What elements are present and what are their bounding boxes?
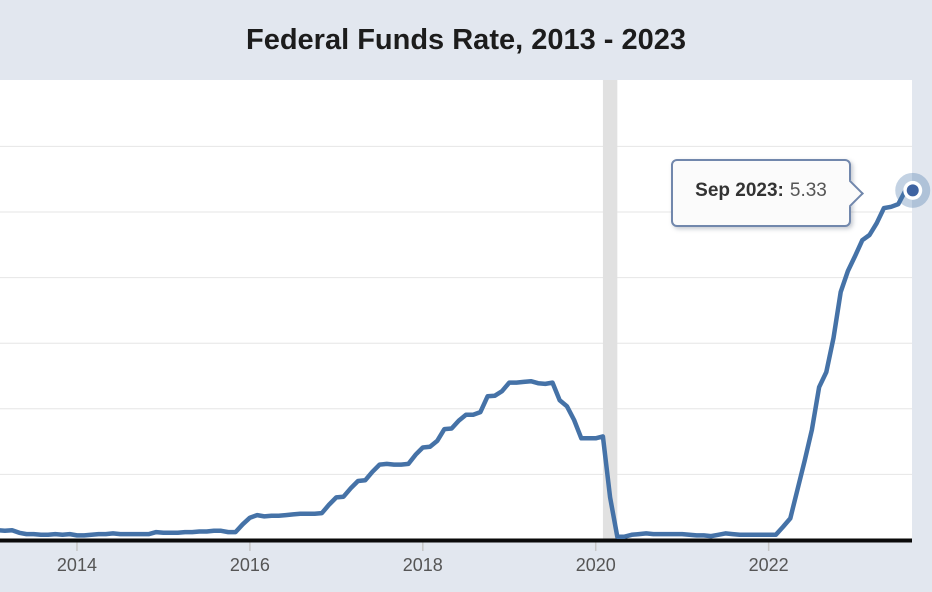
chart-title: Federal Funds Rate, 2013 - 2023 — [245, 24, 687, 56]
x-tick-label: 2014 — [56, 555, 97, 575]
x-tick-label: 2018 — [402, 555, 443, 575]
marker-dot[interactable] — [906, 184, 919, 197]
recession-band — [602, 80, 618, 539]
tooltip-label: Sep 2023: — [695, 180, 784, 201]
plot-background — [0, 80, 912, 539]
tooltip: Sep 2023: 5.33 — [671, 159, 864, 227]
x-axis-line — [0, 538, 912, 543]
x-tick-label: 2020 — [575, 555, 616, 575]
tooltip-value: 5.33 — [789, 180, 827, 201]
x-tick-label: 2016 — [229, 555, 270, 575]
x-tick-label: 2022 — [748, 555, 789, 575]
series-line[interactable] — [0, 188, 915, 539]
